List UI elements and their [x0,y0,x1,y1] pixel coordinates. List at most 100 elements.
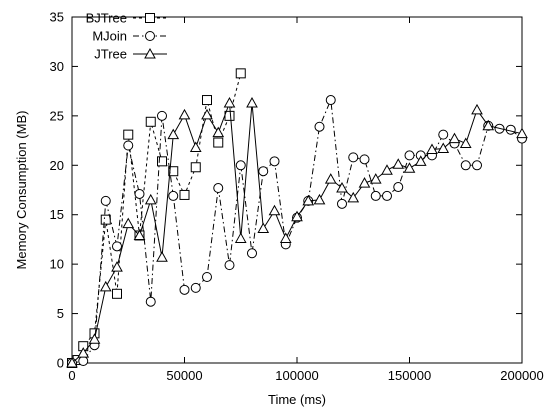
data-point-mjoin [393,182,404,193]
series-layer [66,68,528,368]
data-point-jtree [448,132,461,144]
data-point-jtree [144,193,157,205]
data-point-bjtree [123,129,134,140]
data-point-jtree [178,108,191,120]
y-tick-label: 0 [57,356,64,371]
data-point-jtree [347,191,360,203]
data-point-jtree [437,142,450,153]
y-tick-label: 20 [50,158,64,173]
legend-marker-mjoin [145,31,155,41]
y-tick-label: 35 [50,10,64,25]
x-tick-label: 200000 [500,368,543,383]
data-point-jtree [313,193,326,205]
data-point-mjoin [404,150,415,161]
y-tick-label: 5 [57,306,64,321]
data-point-jtree [336,181,348,193]
series-bjtree [67,68,246,368]
data-point-jtree [133,229,146,240]
data-point-jtree [392,158,405,169]
series-line-bjtree [71,73,242,364]
legend-label-bjtree: BJTree [86,11,127,26]
data-point-mjoin [213,183,224,194]
data-point-bjtree [202,95,212,106]
data-point-jtree [246,96,258,108]
data-point-jtree [459,137,472,149]
data-point-jtree [111,261,123,272]
data-point-mjoin [224,260,235,271]
data-point-jtree [66,356,78,368]
data-point-jtree [201,108,213,120]
data-point-jtree [223,96,236,108]
data-point-jtree [403,162,416,173]
data-point-mjoin [325,95,336,106]
data-point-mjoin [78,356,89,367]
data-point-jtree [414,155,427,166]
data-point-mjoin [258,166,269,177]
data-point-jtree [234,232,247,243]
data-point-bjtree [179,189,190,200]
data-point-bjtree [100,214,111,225]
data-point-jtree [77,347,90,358]
data-point-mjoin [438,129,449,140]
data-point-mjoin [472,160,482,171]
legend-label-jtree: JTree [94,47,127,62]
data-point-mjoin [382,190,392,201]
data-point-mjoin [460,160,471,171]
data-point-jtree [88,333,101,344]
data-point-mjoin [134,188,145,199]
data-point-mjoin [123,140,134,151]
data-point-bjtree [112,288,122,299]
data-point-bjtree [235,68,246,79]
data-point-jtree [156,251,168,262]
data-point-mjoin [235,160,246,171]
legend-marker-bjtree [145,13,155,23]
data-point-jtree [324,173,337,184]
data-point-mjoin [157,110,167,121]
x-tick-label: 0 [68,368,75,383]
data-point-jtree [189,141,202,152]
x-tick-label: 50000 [166,368,202,383]
data-point-mjoin [359,154,370,165]
data-point-jtree [212,126,225,138]
data-point-mjoin [505,124,516,135]
data-point-jtree [257,222,270,234]
data-point-mjoin [168,190,179,201]
data-point-mjoin [269,156,280,167]
data-point-mjoin [112,241,122,252]
data-point-jtree [369,173,382,184]
data-point-jtree [279,232,292,243]
data-point-jtree [516,127,528,139]
data-point-mjoin [145,296,156,307]
legend-marker-jtree [144,47,156,59]
data-point-bjtree [168,166,179,177]
data-point-mjoin [337,198,347,209]
data-point-bjtree [145,116,156,127]
series-line-mjoin [71,98,523,364]
data-point-jtree [122,217,135,229]
data-point-mjoin [100,195,111,206]
x-axis-title: Time (ms) [268,392,326,407]
data-point-jtree [358,177,371,188]
data-point-mjoin [202,271,212,282]
data-point-mjoin [179,284,190,295]
x-tick-label: 100000 [275,368,318,383]
data-point-jtree [381,164,393,175]
data-point-jtree [268,204,281,216]
y-tick-label: 10 [50,257,64,272]
data-point-bjtree [157,156,167,167]
axes: 0 50000 100000 150000 200000 0 5 10 15 20 25 30 35 [50,10,544,384]
data-point-mjoin [370,190,381,201]
data-point-bjtree [213,137,224,148]
data-point-jtree [302,194,315,206]
data-point-jtree [99,280,112,292]
y-tick-label: 15 [50,207,64,222]
y-axis-title: Memory Consumption (MB) [14,111,29,270]
data-point-mjoin [247,248,257,259]
legend: BJTree MJoin JTree [86,11,167,62]
data-point-jtree [426,143,438,154]
x-tick-label: 150000 [388,368,431,383]
data-point-bjtree [190,162,201,173]
data-point-jtree [471,103,483,115]
